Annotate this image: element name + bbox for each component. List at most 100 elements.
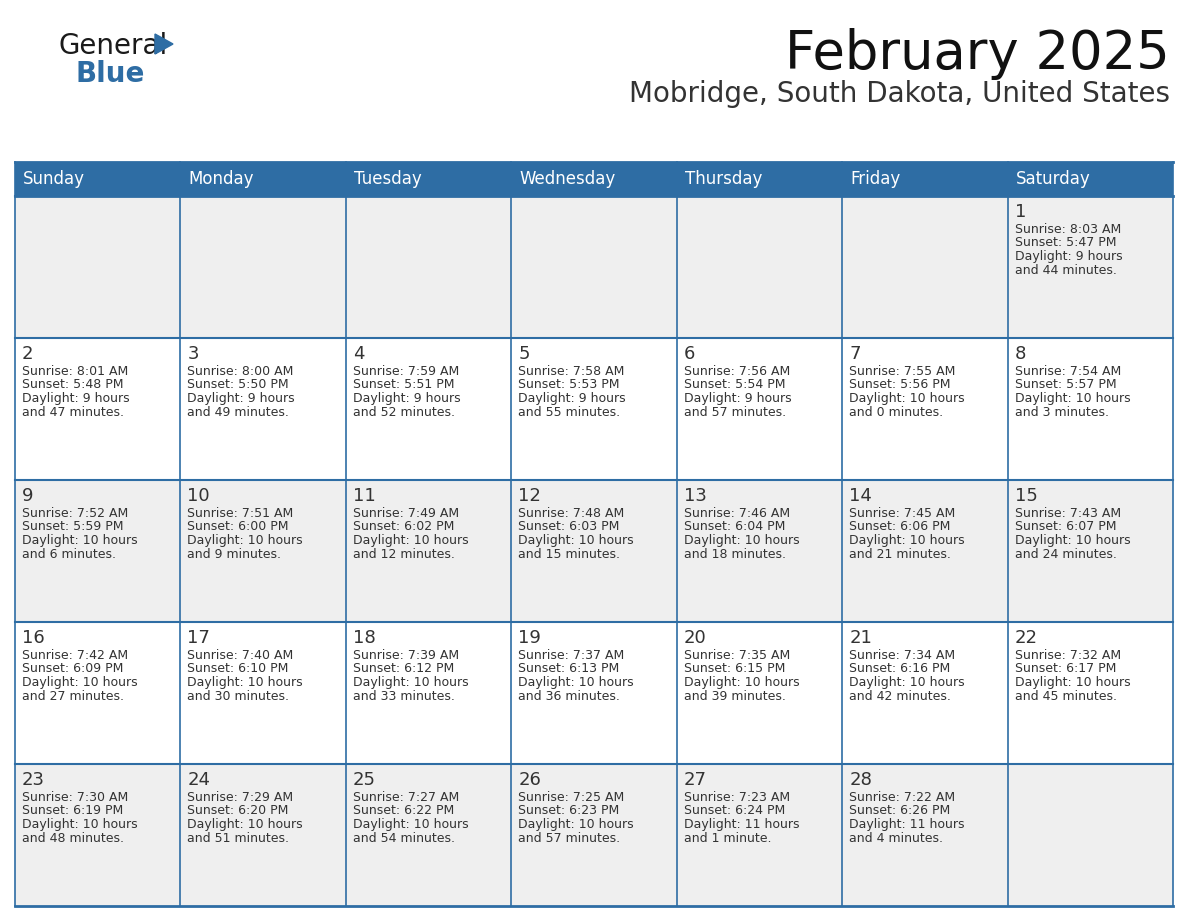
Text: and 54 minutes.: and 54 minutes. — [353, 832, 455, 845]
Text: Sunset: 6:06 PM: Sunset: 6:06 PM — [849, 521, 950, 533]
Text: Sunrise: 7:23 AM: Sunrise: 7:23 AM — [684, 791, 790, 804]
Text: 7: 7 — [849, 345, 860, 363]
Text: Sunset: 6:15 PM: Sunset: 6:15 PM — [684, 663, 785, 676]
Text: Daylight: 9 hours: Daylight: 9 hours — [353, 392, 461, 405]
Text: Daylight: 10 hours: Daylight: 10 hours — [23, 818, 138, 831]
Text: 10: 10 — [188, 487, 210, 505]
Text: 17: 17 — [188, 629, 210, 647]
Text: 1: 1 — [1015, 203, 1026, 221]
Text: Daylight: 10 hours: Daylight: 10 hours — [188, 676, 303, 689]
Text: Mobridge, South Dakota, United States: Mobridge, South Dakota, United States — [628, 80, 1170, 108]
Text: Sunset: 6:04 PM: Sunset: 6:04 PM — [684, 521, 785, 533]
Text: Daylight: 10 hours: Daylight: 10 hours — [518, 534, 634, 547]
Text: Sunrise: 8:03 AM: Sunrise: 8:03 AM — [1015, 223, 1120, 236]
Bar — [15, 162, 1173, 196]
Text: and 27 minutes.: and 27 minutes. — [23, 689, 124, 702]
Text: Daylight: 10 hours: Daylight: 10 hours — [23, 534, 138, 547]
Text: Saturday: Saturday — [1016, 170, 1091, 188]
Text: and 12 minutes.: and 12 minutes. — [353, 547, 455, 561]
Text: and 51 minutes.: and 51 minutes. — [188, 832, 290, 845]
Text: Sunset: 6:03 PM: Sunset: 6:03 PM — [518, 521, 620, 533]
Text: Sunrise: 7:59 AM: Sunrise: 7:59 AM — [353, 365, 459, 378]
Text: Sunrise: 7:40 AM: Sunrise: 7:40 AM — [188, 649, 293, 662]
Text: 25: 25 — [353, 771, 375, 789]
Text: Daylight: 10 hours: Daylight: 10 hours — [684, 534, 800, 547]
Text: and 44 minutes.: and 44 minutes. — [1015, 263, 1117, 276]
Text: Sunset: 6:10 PM: Sunset: 6:10 PM — [188, 663, 289, 676]
Text: Sunset: 6:02 PM: Sunset: 6:02 PM — [353, 521, 454, 533]
Text: Tuesday: Tuesday — [354, 170, 422, 188]
Text: and 0 minutes.: and 0 minutes. — [849, 406, 943, 419]
Text: Sunrise: 7:27 AM: Sunrise: 7:27 AM — [353, 791, 459, 804]
Text: Thursday: Thursday — [684, 170, 762, 188]
Text: 5: 5 — [518, 345, 530, 363]
Text: Sunrise: 7:37 AM: Sunrise: 7:37 AM — [518, 649, 625, 662]
Text: and 47 minutes.: and 47 minutes. — [23, 406, 124, 419]
Text: Daylight: 10 hours: Daylight: 10 hours — [188, 534, 303, 547]
Text: 24: 24 — [188, 771, 210, 789]
Text: 4: 4 — [353, 345, 365, 363]
Text: and 48 minutes.: and 48 minutes. — [23, 832, 124, 845]
Text: Sunset: 6:19 PM: Sunset: 6:19 PM — [23, 804, 124, 818]
Text: and 30 minutes.: and 30 minutes. — [188, 689, 290, 702]
Text: Blue: Blue — [76, 60, 145, 88]
Text: Sunrise: 7:55 AM: Sunrise: 7:55 AM — [849, 365, 955, 378]
Text: 28: 28 — [849, 771, 872, 789]
Text: 22: 22 — [1015, 629, 1037, 647]
Text: 9: 9 — [23, 487, 33, 505]
Text: 8: 8 — [1015, 345, 1026, 363]
Text: and 36 minutes.: and 36 minutes. — [518, 689, 620, 702]
Text: Sunset: 5:50 PM: Sunset: 5:50 PM — [188, 378, 289, 391]
Text: Sunrise: 7:46 AM: Sunrise: 7:46 AM — [684, 507, 790, 520]
Text: and 6 minutes.: and 6 minutes. — [23, 547, 116, 561]
Polygon shape — [154, 34, 173, 54]
Text: Sunset: 6:16 PM: Sunset: 6:16 PM — [849, 663, 950, 676]
Text: Sunrise: 7:48 AM: Sunrise: 7:48 AM — [518, 507, 625, 520]
Text: Wednesday: Wednesday — [519, 170, 615, 188]
Text: and 33 minutes.: and 33 minutes. — [353, 689, 455, 702]
Text: Sunset: 5:51 PM: Sunset: 5:51 PM — [353, 378, 454, 391]
Text: Sunrise: 7:54 AM: Sunrise: 7:54 AM — [1015, 365, 1120, 378]
Text: 13: 13 — [684, 487, 707, 505]
Text: Daylight: 10 hours: Daylight: 10 hours — [849, 676, 965, 689]
Text: Daylight: 9 hours: Daylight: 9 hours — [188, 392, 295, 405]
Text: Sunset: 6:22 PM: Sunset: 6:22 PM — [353, 804, 454, 818]
Text: 26: 26 — [518, 771, 542, 789]
Text: Sunrise: 7:42 AM: Sunrise: 7:42 AM — [23, 649, 128, 662]
Text: Sunset: 5:59 PM: Sunset: 5:59 PM — [23, 521, 124, 533]
Text: Daylight: 9 hours: Daylight: 9 hours — [1015, 250, 1123, 263]
Text: Sunset: 6:09 PM: Sunset: 6:09 PM — [23, 663, 124, 676]
Text: Sunrise: 7:30 AM: Sunrise: 7:30 AM — [23, 791, 128, 804]
Text: and 45 minutes.: and 45 minutes. — [1015, 689, 1117, 702]
Text: February 2025: February 2025 — [785, 28, 1170, 80]
Text: 18: 18 — [353, 629, 375, 647]
Text: Sunset: 6:00 PM: Sunset: 6:00 PM — [188, 521, 289, 533]
Text: Sunrise: 7:39 AM: Sunrise: 7:39 AM — [353, 649, 459, 662]
Text: Sunset: 6:13 PM: Sunset: 6:13 PM — [518, 663, 619, 676]
Text: Sunrise: 7:29 AM: Sunrise: 7:29 AM — [188, 791, 293, 804]
Text: Sunrise: 7:58 AM: Sunrise: 7:58 AM — [518, 365, 625, 378]
Bar — [15, 622, 1173, 764]
Text: and 24 minutes.: and 24 minutes. — [1015, 547, 1117, 561]
Text: Sunset: 6:12 PM: Sunset: 6:12 PM — [353, 663, 454, 676]
Text: 2: 2 — [23, 345, 33, 363]
Text: Daylight: 10 hours: Daylight: 10 hours — [353, 676, 468, 689]
Text: Sunset: 6:07 PM: Sunset: 6:07 PM — [1015, 521, 1116, 533]
Text: Sunset: 6:17 PM: Sunset: 6:17 PM — [1015, 663, 1116, 676]
Text: Sunrise: 7:45 AM: Sunrise: 7:45 AM — [849, 507, 955, 520]
Text: Daylight: 10 hours: Daylight: 10 hours — [1015, 676, 1130, 689]
Text: and 1 minute.: and 1 minute. — [684, 832, 771, 845]
Bar — [15, 196, 1173, 338]
Text: Sunrise: 7:32 AM: Sunrise: 7:32 AM — [1015, 649, 1120, 662]
Text: Daylight: 9 hours: Daylight: 9 hours — [23, 392, 129, 405]
Text: Sunrise: 7:22 AM: Sunrise: 7:22 AM — [849, 791, 955, 804]
Text: Sunrise: 7:51 AM: Sunrise: 7:51 AM — [188, 507, 293, 520]
Text: and 42 minutes.: and 42 minutes. — [849, 689, 952, 702]
Text: Sunrise: 7:56 AM: Sunrise: 7:56 AM — [684, 365, 790, 378]
Text: Sunrise: 7:25 AM: Sunrise: 7:25 AM — [518, 791, 625, 804]
Text: Friday: Friday — [851, 170, 901, 188]
Text: Sunrise: 7:52 AM: Sunrise: 7:52 AM — [23, 507, 128, 520]
Bar — [15, 764, 1173, 906]
Text: 15: 15 — [1015, 487, 1037, 505]
Text: 16: 16 — [23, 629, 45, 647]
